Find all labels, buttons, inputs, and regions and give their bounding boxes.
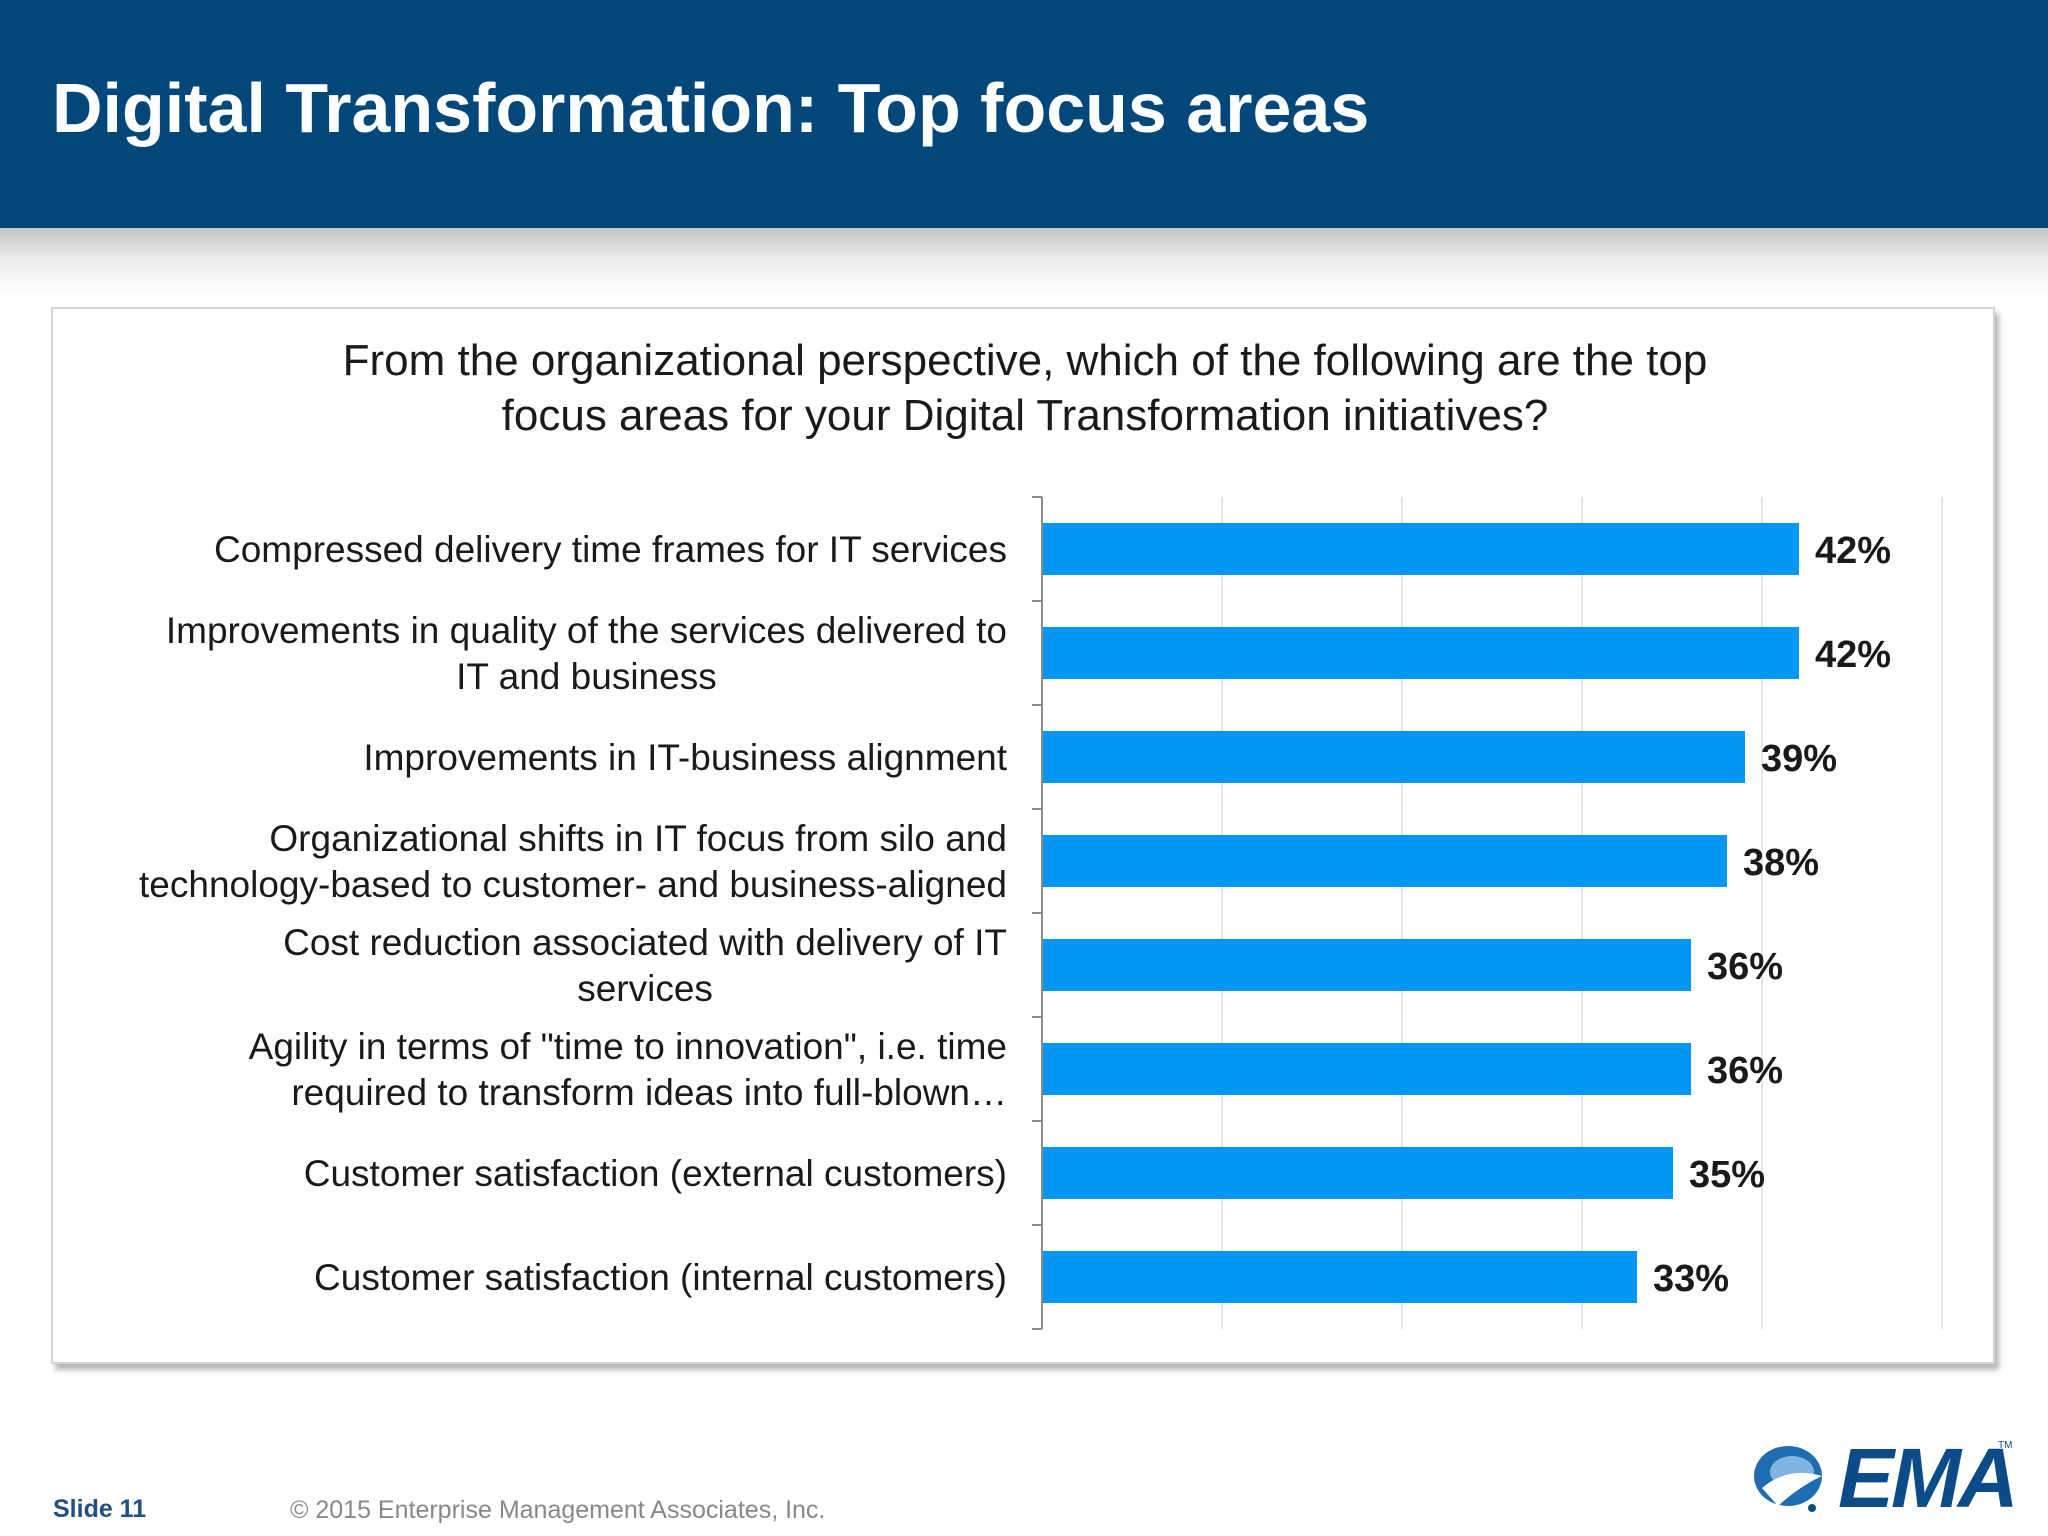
data-label-8: 33% — [1653, 1258, 1729, 1300]
slide-number: Slide 11 — [53, 1495, 147, 1523]
bar-8 — [1043, 1251, 1637, 1303]
category-label-4-line-2: technology-based to customer- and busine… — [139, 864, 1007, 905]
bar-3 — [1043, 731, 1745, 783]
logo-text: EMA — [1838, 1431, 2019, 1525]
bar-7 — [1043, 1147, 1673, 1199]
header-shadow — [0, 228, 2048, 298]
copyright-text: © 2015 Enterprise Management Associates,… — [290, 1496, 826, 1524]
header-bar — [0, 0, 2048, 228]
category-label-3-line-1: Improvements in IT-business alignment — [363, 737, 1007, 778]
logo-tm: TM — [1998, 1440, 2013, 1451]
data-label-2: 42% — [1815, 634, 1891, 676]
bar-5 — [1043, 939, 1691, 991]
category-label-6-line-1: Agility in terms of "time to innovation"… — [249, 1026, 1007, 1067]
category-label-7-line-1: Customer satisfaction (external customer… — [304, 1153, 1007, 1194]
bar-chart: 42% Compressed delivery time frames for I… — [139, 496, 1943, 1330]
bar-1 — [1043, 523, 1799, 575]
data-label-3: 39% — [1761, 738, 1837, 780]
bar-2 — [1043, 627, 1799, 679]
category-label-5-line-2: services — [577, 968, 713, 1009]
category-label-2-line-2: IT and business — [456, 656, 717, 697]
bar-6 — [1043, 1043, 1691, 1095]
chart-title-line-1: From the organizational perspective, whi… — [342, 336, 1708, 385]
ema-logo: EMA TM — [1748, 1431, 2019, 1528]
category-label-2-line-1: Improvements in quality of the services … — [166, 610, 1007, 651]
ema-swirl-icon — [1754, 1446, 1822, 1512]
slide-title: Digital Transformation: Top focus areas — [52, 69, 1370, 147]
category-label-4-line-1: Organizational shifts in IT focus from s… — [269, 818, 1007, 859]
category-label-5-line-1: Cost reduction associated with delivery … — [283, 922, 1007, 963]
data-label-6: 36% — [1707, 1050, 1783, 1092]
data-label-7: 35% — [1689, 1154, 1765, 1196]
category-label-8-line-1: Customer satisfaction (internal customer… — [314, 1257, 1007, 1298]
category-label-6-line-2: required to transform ideas into full-bl… — [291, 1072, 1007, 1113]
bar-4 — [1043, 835, 1727, 887]
data-label-1: 42% — [1815, 530, 1891, 572]
chart-title: From the organizational perspective, whi… — [53, 333, 1997, 443]
chart-panel: From the organizational perspective, whi… — [51, 307, 1995, 1364]
chart-title-line-2: focus areas for your Digital Transformat… — [501, 391, 1549, 440]
category-label-1-line-1: Compressed delivery time frames for IT s… — [214, 529, 1007, 570]
data-label-4: 38% — [1743, 842, 1819, 884]
data-label-5: 36% — [1707, 946, 1783, 988]
